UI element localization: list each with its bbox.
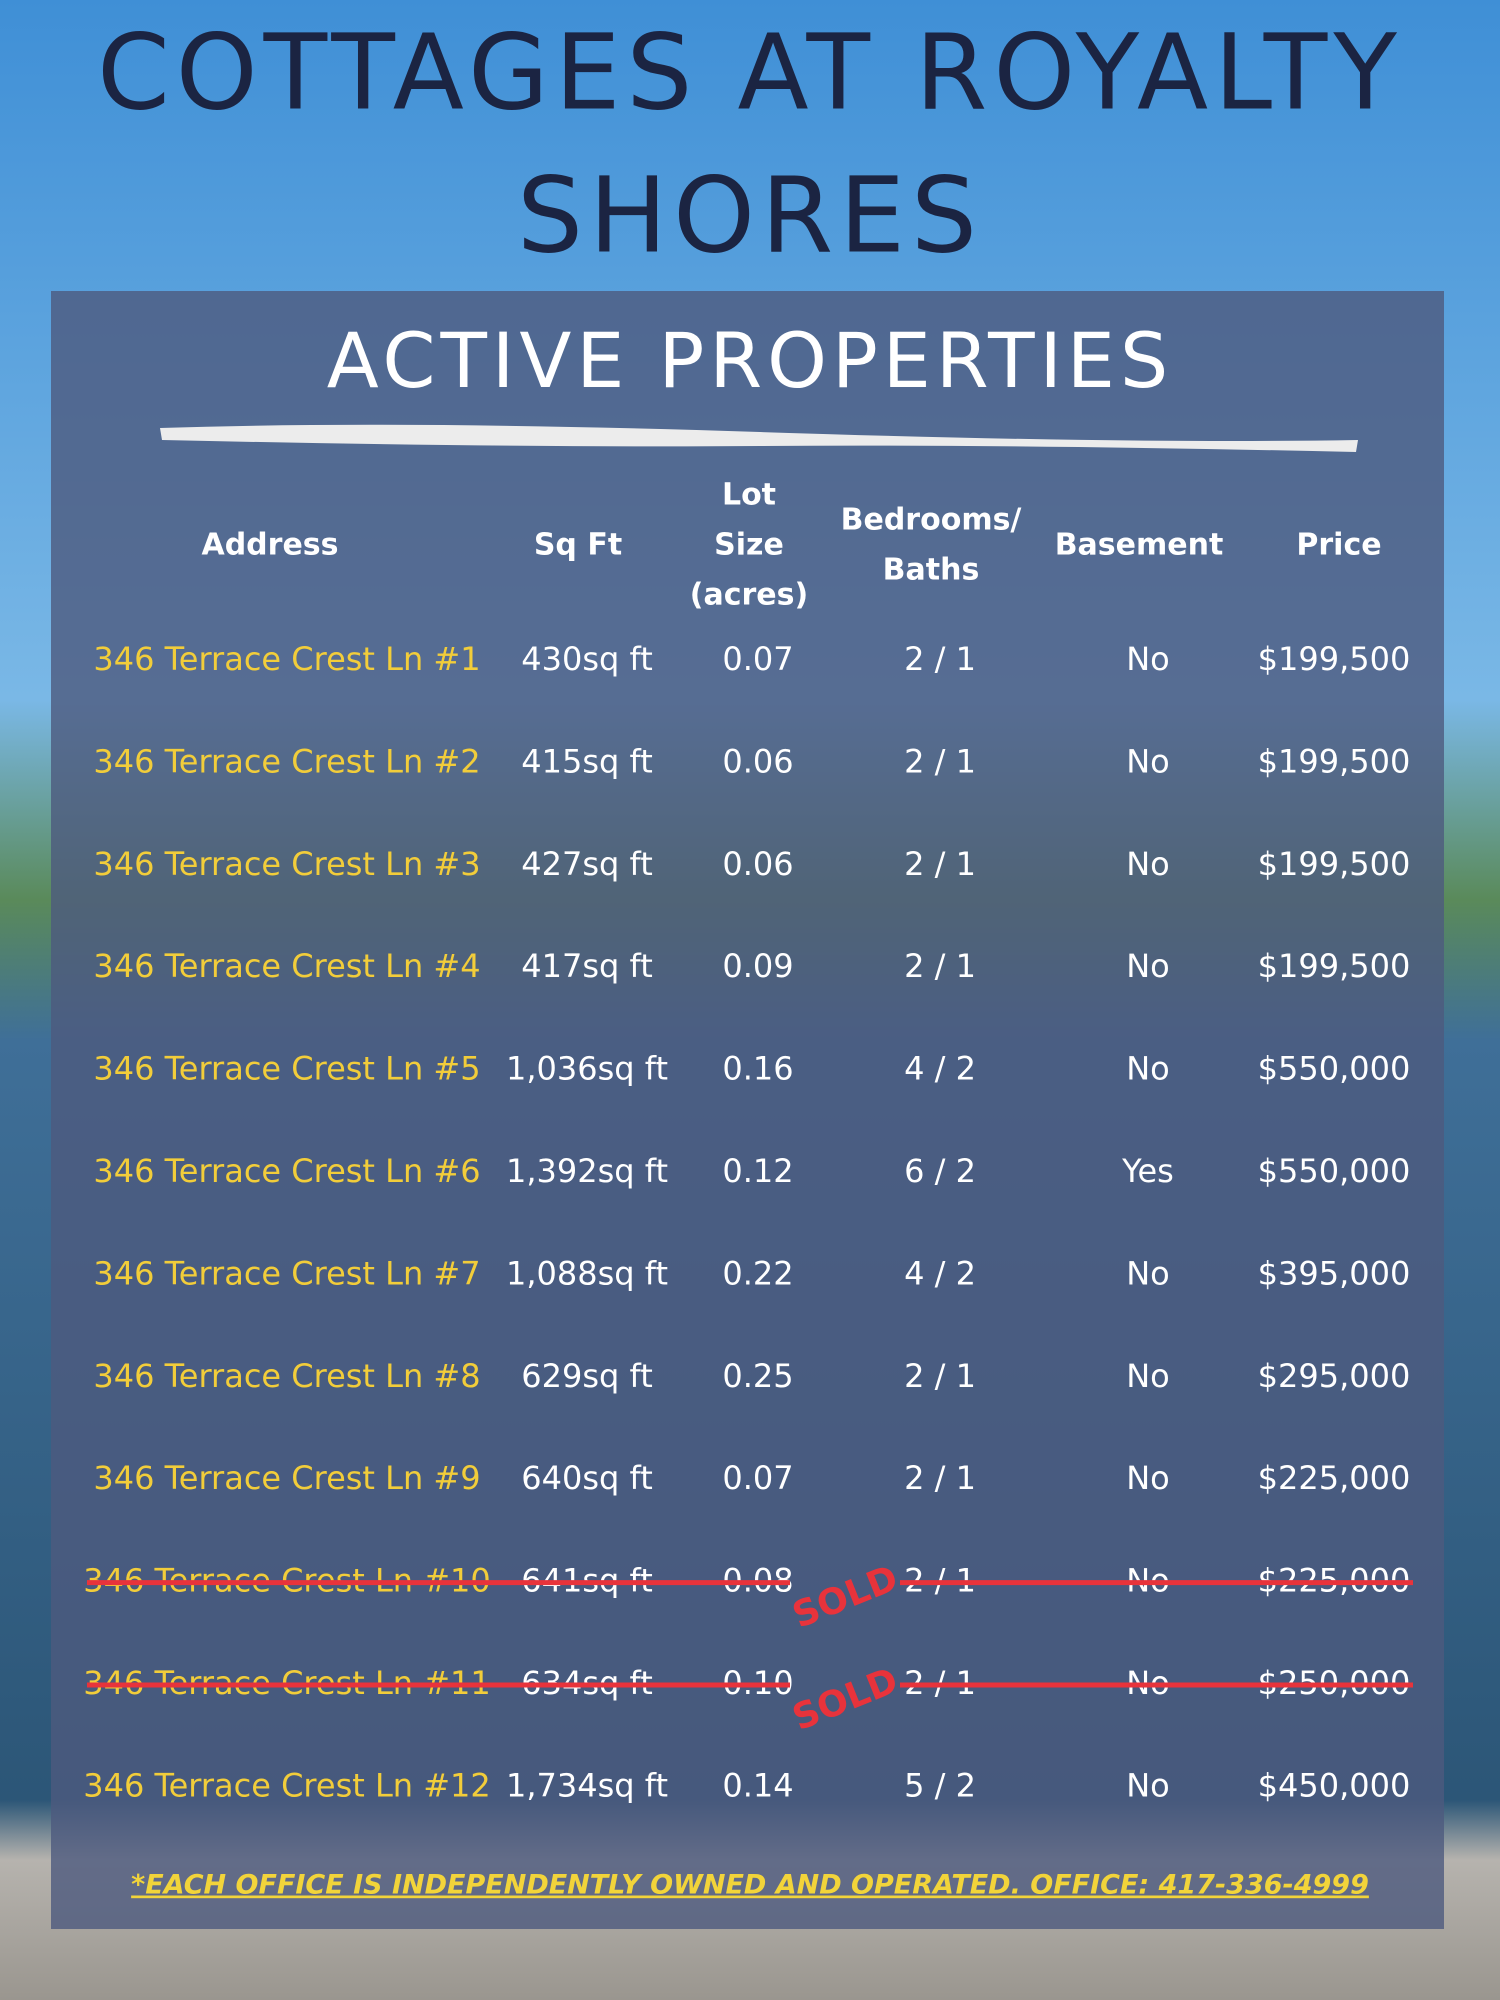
- panel: [51, 291, 1444, 1929]
- address: 346 Terrace Crest Ln #2: [93, 742, 480, 780]
- subtitle: ACTIVE PROPERTIES: [327, 316, 1173, 405]
- column-header: Bedrooms/: [841, 503, 1022, 538]
- cell: Yes: [1121, 1152, 1174, 1190]
- cell: No: [1126, 1766, 1170, 1804]
- cell: $199,500: [1258, 742, 1411, 780]
- cell: 0.22: [722, 1254, 793, 1292]
- cell: 640sq ft: [521, 1459, 652, 1497]
- cell: No: [1126, 947, 1170, 985]
- column-header: Basement: [1055, 528, 1224, 563]
- cell: 2 / 1: [904, 1459, 976, 1497]
- cell: 0.16: [722, 1050, 793, 1088]
- cell: 417sq ft: [521, 947, 652, 985]
- address: 346 Terrace Crest Ln #3: [93, 845, 480, 883]
- cell: $295,000: [1258, 1357, 1411, 1395]
- column-header: Address: [201, 528, 338, 563]
- cell: 4 / 2: [904, 1254, 976, 1292]
- cell: $550,000: [1258, 1050, 1411, 1088]
- cell: $450,000: [1258, 1766, 1411, 1804]
- cell: 6 / 2: [904, 1152, 976, 1190]
- brush-underline: [160, 424, 1358, 452]
- cell: 2 / 1: [904, 947, 976, 985]
- title-line: SHORES: [517, 154, 983, 276]
- cell: 0.06: [722, 845, 793, 883]
- cell: $395,000: [1258, 1254, 1411, 1292]
- cell: 0.06: [722, 742, 793, 780]
- cell: 427sq ft: [521, 845, 652, 883]
- cell: No: [1126, 845, 1170, 883]
- column-header: Size: [714, 528, 784, 563]
- cell: No: [1126, 1459, 1170, 1497]
- cell: No: [1126, 1357, 1170, 1395]
- cell: No: [1126, 742, 1170, 780]
- column-header: Baths: [883, 553, 980, 588]
- cell: 0.07: [722, 1459, 793, 1497]
- title-line: COTTAGES AT ROYALTY: [97, 11, 1403, 133]
- address: 346 Terrace Crest Ln #8: [93, 1357, 480, 1395]
- cell: 0.25: [722, 1357, 793, 1395]
- cell: 415sq ft: [521, 742, 652, 780]
- cell: $225,000: [1258, 1459, 1411, 1497]
- cell: 5 / 2: [904, 1766, 976, 1804]
- cell: $550,000: [1258, 1152, 1411, 1190]
- cell: 1,392sq ft: [506, 1152, 668, 1190]
- cell: 430sq ft: [521, 640, 652, 678]
- cell: 0.12: [722, 1152, 793, 1190]
- cell: 0.14: [722, 1766, 793, 1804]
- address: 346 Terrace Crest Ln #12: [83, 1766, 491, 1804]
- table: Address Sq Ft Lot Size (acres) Bedrooms/Baths…: [83, 478, 1413, 1804]
- cell: 2 / 1: [904, 845, 976, 883]
- address: 346 Terrace Crest Ln #5: [93, 1050, 480, 1088]
- cell: No: [1126, 1254, 1170, 1292]
- cell: 0.07: [722, 640, 793, 678]
- cell: 1,734sq ft: [506, 1766, 668, 1804]
- cell: 1,036sq ft: [506, 1050, 668, 1088]
- cell: 2 / 1: [904, 640, 976, 678]
- address: 346 Terrace Crest Ln #6: [93, 1152, 480, 1190]
- address: 346 Terrace Crest Ln #7: [93, 1254, 480, 1292]
- cell: $199,500: [1258, 845, 1411, 883]
- cell: 4 / 2: [904, 1050, 976, 1088]
- cell: 2 / 1: [904, 742, 976, 780]
- column-header: Price: [1296, 528, 1381, 563]
- column-header: Sq Ft: [534, 528, 622, 563]
- cell: 2 / 1: [904, 1357, 976, 1395]
- cell: 629sq ft: [521, 1357, 652, 1395]
- address: 346 Terrace Crest Ln #9: [93, 1459, 480, 1497]
- cell: $199,500: [1258, 640, 1411, 678]
- address: 346 Terrace Crest Ln #1: [93, 640, 480, 678]
- cell: $199,500: [1258, 947, 1411, 985]
- address: 346 Terrace Crest Ln #4: [93, 947, 480, 985]
- column-header: (acres): [690, 578, 808, 613]
- cell: 1,088sq ft: [506, 1254, 668, 1292]
- cell: No: [1126, 1050, 1170, 1088]
- cell: 0.09: [722, 947, 793, 985]
- column-header: Lot: [722, 478, 776, 513]
- cell: No: [1126, 640, 1170, 678]
- footer-note: *EACH OFFICE IS INDEPENDENTLY OWNED AND …: [131, 1870, 1369, 1901]
